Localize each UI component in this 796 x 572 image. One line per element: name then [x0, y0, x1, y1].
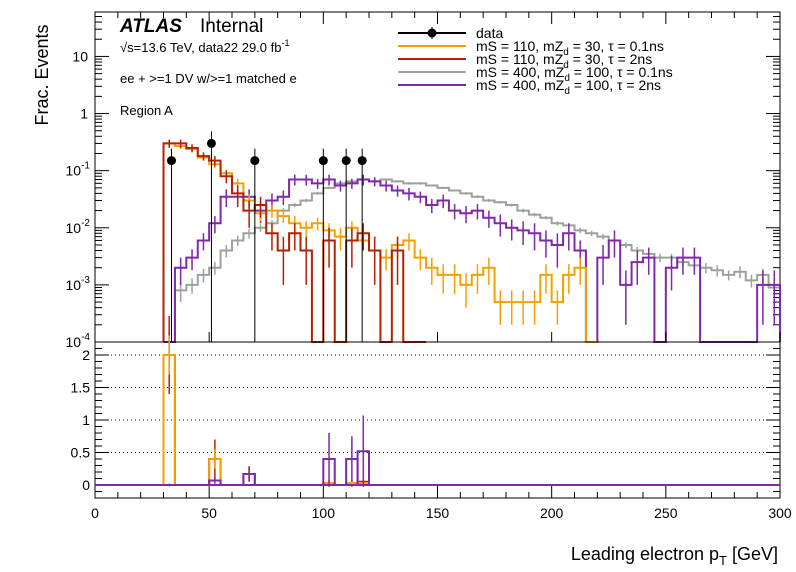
internal-text: Internal: [200, 16, 263, 37]
top-series-layer: [162, 139, 781, 343]
data-point: [166, 156, 176, 166]
data-point: [206, 138, 216, 148]
x-tick-label: 150: [426, 505, 450, 521]
ratio-tick-label: 2: [82, 347, 90, 363]
data-point: [250, 156, 260, 166]
x-axis: 0 50 100 150 200 250 300: [91, 12, 792, 521]
histogram-line: [163, 178, 781, 343]
atlas-text: ATLAS: [119, 16, 182, 37]
x-tick-label: 200: [540, 505, 564, 521]
x-tick-label: 0: [91, 505, 99, 521]
bottom-panel: 0 0.5 1 1.5 2 0 50 100 150 200 250 300 Leading ele…: [71, 12, 792, 568]
y-axis-label: Frac. Events: [32, 24, 52, 125]
bottom-plot-frame: [94, 341, 781, 499]
legend-label: mS = 110, mZd = 30, τ = 2ns: [476, 51, 652, 71]
data-point: [341, 156, 351, 166]
top-panel: Frac. Events 10 1 10-1 10-2 10-3 10-4 ATLAS I…: [32, 11, 781, 350]
y-tick-label: 10-4: [66, 332, 91, 350]
top-plot-frame: [94, 11, 781, 343]
atlas-label: ATLAS Internal √s=13.6 TeV, data22 29.0 …: [119, 16, 297, 118]
legend-label: mS = 400, mZd = 100, τ = 2ns: [476, 77, 661, 97]
legend-label: data: [476, 25, 503, 41]
y-tick-label: 10-3: [66, 275, 91, 293]
data-points-layer: [166, 131, 367, 342]
region-text: Region A: [120, 103, 173, 118]
data-point: [357, 156, 367, 166]
y-tick-label: 10-2: [66, 218, 91, 236]
x-axis-label: Leading electron pT [GeV]: [571, 544, 778, 568]
selection-text: ee + >=1 DV w/>=1 matched e: [120, 71, 297, 86]
y-tick-label: 1: [80, 106, 88, 122]
y-tick-label: 10-1: [66, 161, 91, 179]
x-tick-label: 300: [768, 505, 792, 521]
ratio-tick-label: 0.5: [71, 445, 91, 461]
x-tick-label: 250: [654, 505, 678, 521]
ratio-tick-label: 1: [82, 412, 90, 428]
ratio-series-layer: [95, 316, 780, 487]
bottom-y-axis: 0 0.5 1 1.5 2: [71, 347, 780, 493]
legend-label: mS = 110, mZd = 30, τ = 0.1ns: [476, 38, 664, 58]
ratio-gridlines: [95, 354, 780, 453]
histogram-line: [162, 142, 427, 343]
x-tick-label: 100: [312, 505, 336, 521]
ratio-tick-label: 1.5: [71, 380, 91, 396]
legend-label: mS = 400, mZd = 100, τ = 0.1ns: [476, 64, 673, 84]
histogram-line: [163, 178, 781, 343]
ratio-tick-label: 0: [82, 477, 90, 493]
data-point: [318, 156, 328, 166]
x-tick-label: 50: [201, 505, 217, 521]
energy-lumi-text: √s=13.6 TeV, data22 29.0 fb-1: [120, 38, 289, 55]
y-tick-label: 10: [72, 48, 88, 64]
top-y-axis: 10 1 10-1 10-2 10-3 10-4: [66, 11, 780, 350]
